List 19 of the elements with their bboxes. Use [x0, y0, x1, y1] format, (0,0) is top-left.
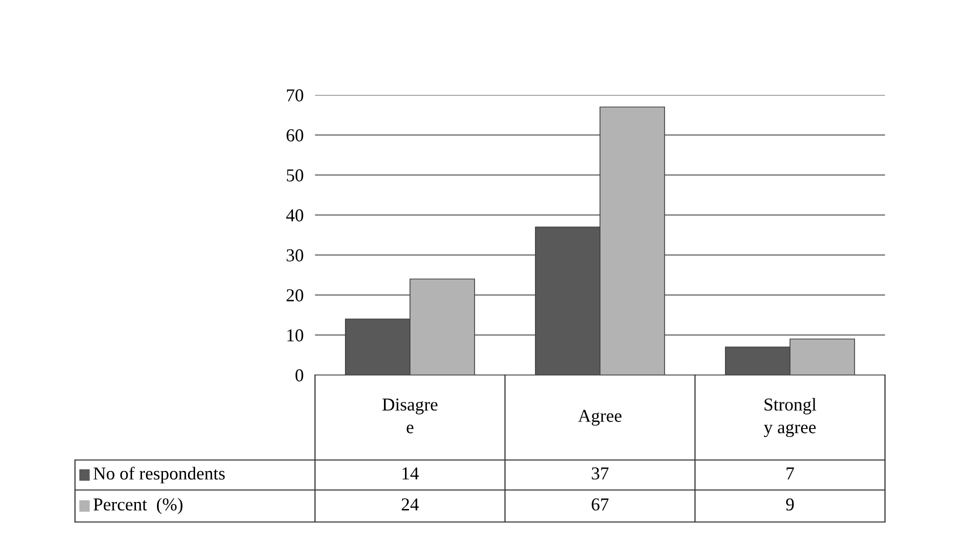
y-tick-label: 0	[296, 369, 304, 382]
data-label: 14	[402, 467, 419, 480]
x-tick-label: Agree	[578, 410, 622, 426]
legend-label: Percent (%)	[94, 498, 182, 514]
x-tick-label: Strongl y agree	[764, 398, 816, 438]
data-label: 37	[592, 467, 609, 480]
y-tick-label: 40	[286, 209, 304, 222]
data-label: 67	[592, 498, 609, 511]
x-tick-label: Disagre e	[382, 398, 438, 434]
y-tick-label: 70	[287, 89, 304, 102]
y-tick-label: 30	[286, 249, 304, 262]
legend-label: No of respondents	[94, 466, 225, 484]
data-label: 7	[786, 468, 794, 480]
data-label: 9	[786, 498, 794, 511]
y-tick-label: 50	[286, 169, 304, 182]
y-tick-label: 20	[286, 289, 304, 302]
y-tick-label: 10	[287, 329, 304, 342]
data-label: 24	[402, 498, 419, 510]
y-tick-label: 60	[286, 129, 304, 142]
